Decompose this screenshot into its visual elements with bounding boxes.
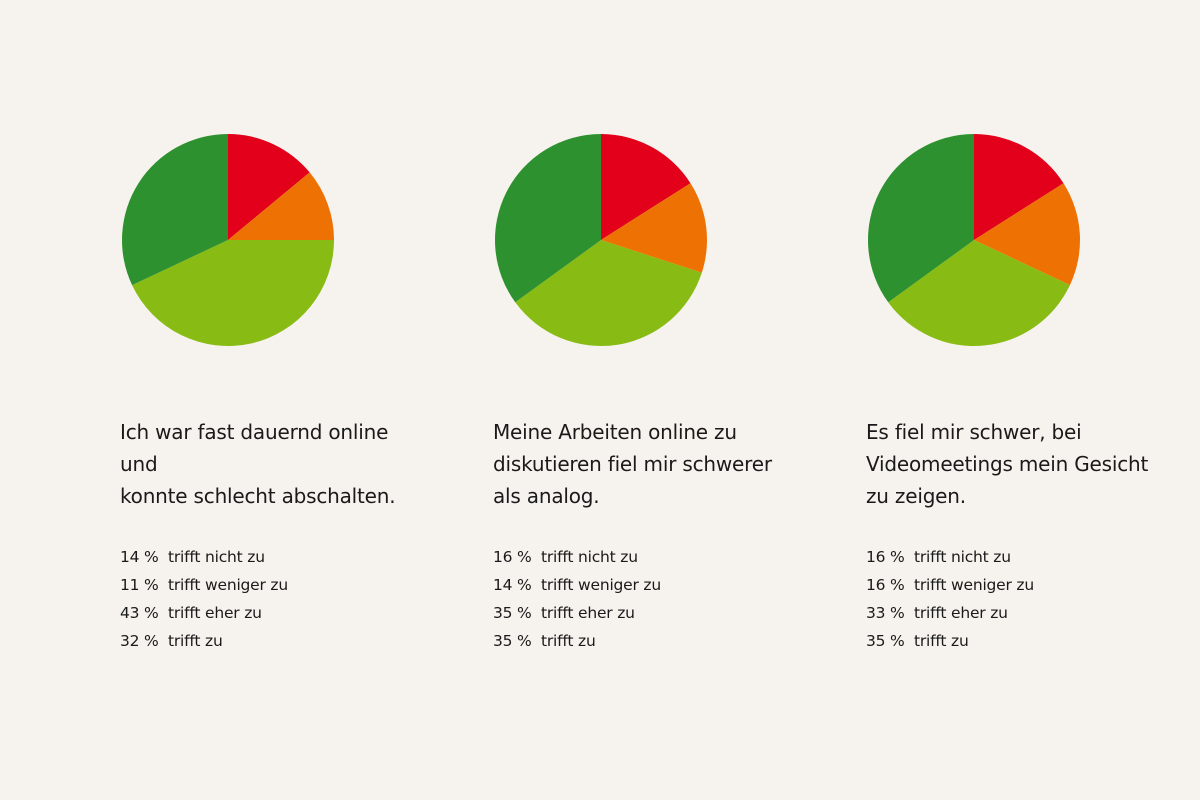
slice-label: trifft zu <box>541 632 596 650</box>
pie-slice-trifft-zu <box>122 134 228 286</box>
slice-label: trifft weniger zu <box>914 576 1034 594</box>
question-line: konnte schlecht abschalten. <box>120 484 396 508</box>
pie-panel-1: Ich war fast dauernd online und konnte s… <box>120 0 420 800</box>
pie-chart-3 <box>867 134 1080 347</box>
legend-item: 14 % trifft weniger zu <box>493 574 661 602</box>
legend-item: 16 % trifft nicht zu <box>493 546 661 574</box>
pie-slice-trifft-nicht-zu <box>974 134 1064 240</box>
legend-1: 14 % trifft nicht zu 11 % trifft weniger z… <box>120 546 288 658</box>
slice-label: trifft zu <box>168 632 223 650</box>
legend-3: 16 % trifft nicht zu 16 % trifft weniger z… <box>866 546 1034 658</box>
legend-item: 33 % trifft eher zu <box>866 602 1034 630</box>
slice-percent: 35 % <box>493 632 532 650</box>
legend-item: 14 % trifft nicht zu <box>120 546 288 574</box>
slice-label: trifft weniger zu <box>541 576 661 594</box>
legend-item: 16 % trifft nicht zu <box>866 546 1034 574</box>
legend-item: 32 % trifft zu <box>120 630 288 658</box>
question-line: Ich war fast dauernd online und <box>120 420 389 476</box>
legend-2: 16 % trifft nicht zu 14 % trifft weniger z… <box>493 546 661 658</box>
slice-label: trifft eher zu <box>541 604 635 622</box>
slice-percent: 16 % <box>493 548 532 566</box>
legend-item: 35 % trifft zu <box>866 630 1034 658</box>
slice-percent: 33 % <box>866 604 905 622</box>
question-3: Es fiel mir schwer, bei Videomeetings me… <box>866 416 1166 512</box>
question-1: Ich war fast dauernd online und konnte s… <box>120 416 420 512</box>
slice-percent: 16 % <box>866 576 905 594</box>
pie-slice-trifft-nicht-zu <box>601 134 691 240</box>
pie-slice-trifft-weniger-zu <box>601 183 708 273</box>
slice-label: trifft zu <box>914 632 969 650</box>
question-2: Meine Arbeiten online zu diskutieren fie… <box>493 416 793 512</box>
pie-panel-3: Es fiel mir schwer, bei Videomeetings me… <box>866 0 1166 800</box>
slice-label: trifft weniger zu <box>168 576 288 594</box>
question-line: Es fiel mir schwer, bei <box>866 420 1082 444</box>
slice-percent: 11 % <box>120 576 159 594</box>
pie-slice-trifft-eher-zu <box>888 240 1070 347</box>
slice-percent: 14 % <box>120 548 159 566</box>
legend-item: 35 % trifft zu <box>493 630 661 658</box>
slice-label: trifft nicht zu <box>914 548 1011 566</box>
legend-item: 16 % trifft weniger zu <box>866 574 1034 602</box>
pie-chart-2 <box>494 134 708 347</box>
pie-slice-trifft-zu <box>867 134 974 303</box>
question-line: zu zeigen. <box>866 484 966 508</box>
slice-percent: 43 % <box>120 604 159 622</box>
slice-label: trifft nicht zu <box>541 548 638 566</box>
slice-percent: 14 % <box>493 576 532 594</box>
slice-label: trifft eher zu <box>168 604 262 622</box>
pie-panel-2: Meine Arbeiten online zu diskutieren fie… <box>493 0 793 800</box>
pie-slice-trifft-weniger-zu <box>974 183 1080 286</box>
pie-slice-trifft-nicht-zu <box>228 134 310 240</box>
slice-percent: 35 % <box>493 604 532 622</box>
pie-slice-trifft-eher-zu <box>132 240 334 346</box>
legend-item: 35 % trifft eher zu <box>493 602 661 630</box>
pie-slice-trifft-weniger-zu <box>228 172 334 240</box>
question-line: Meine Arbeiten online zu <box>493 420 737 444</box>
slice-percent: 32 % <box>120 632 159 650</box>
question-line: als analog. <box>493 484 600 508</box>
slice-label: trifft eher zu <box>914 604 1008 622</box>
pie-slice-trifft-eher-zu <box>515 240 702 347</box>
pie-slice-trifft-zu <box>494 134 601 303</box>
question-line: diskutieren fiel mir schwerer <box>493 452 772 476</box>
slice-percent: 16 % <box>866 548 905 566</box>
slice-label: trifft nicht zu <box>168 548 265 566</box>
legend-item: 43 % trifft eher zu <box>120 602 288 630</box>
question-line: Videomeetings mein Gesicht <box>866 452 1149 476</box>
legend-item: 11 % trifft weniger zu <box>120 574 288 602</box>
slice-percent: 35 % <box>866 632 905 650</box>
pie-chart-1 <box>122 134 334 346</box>
